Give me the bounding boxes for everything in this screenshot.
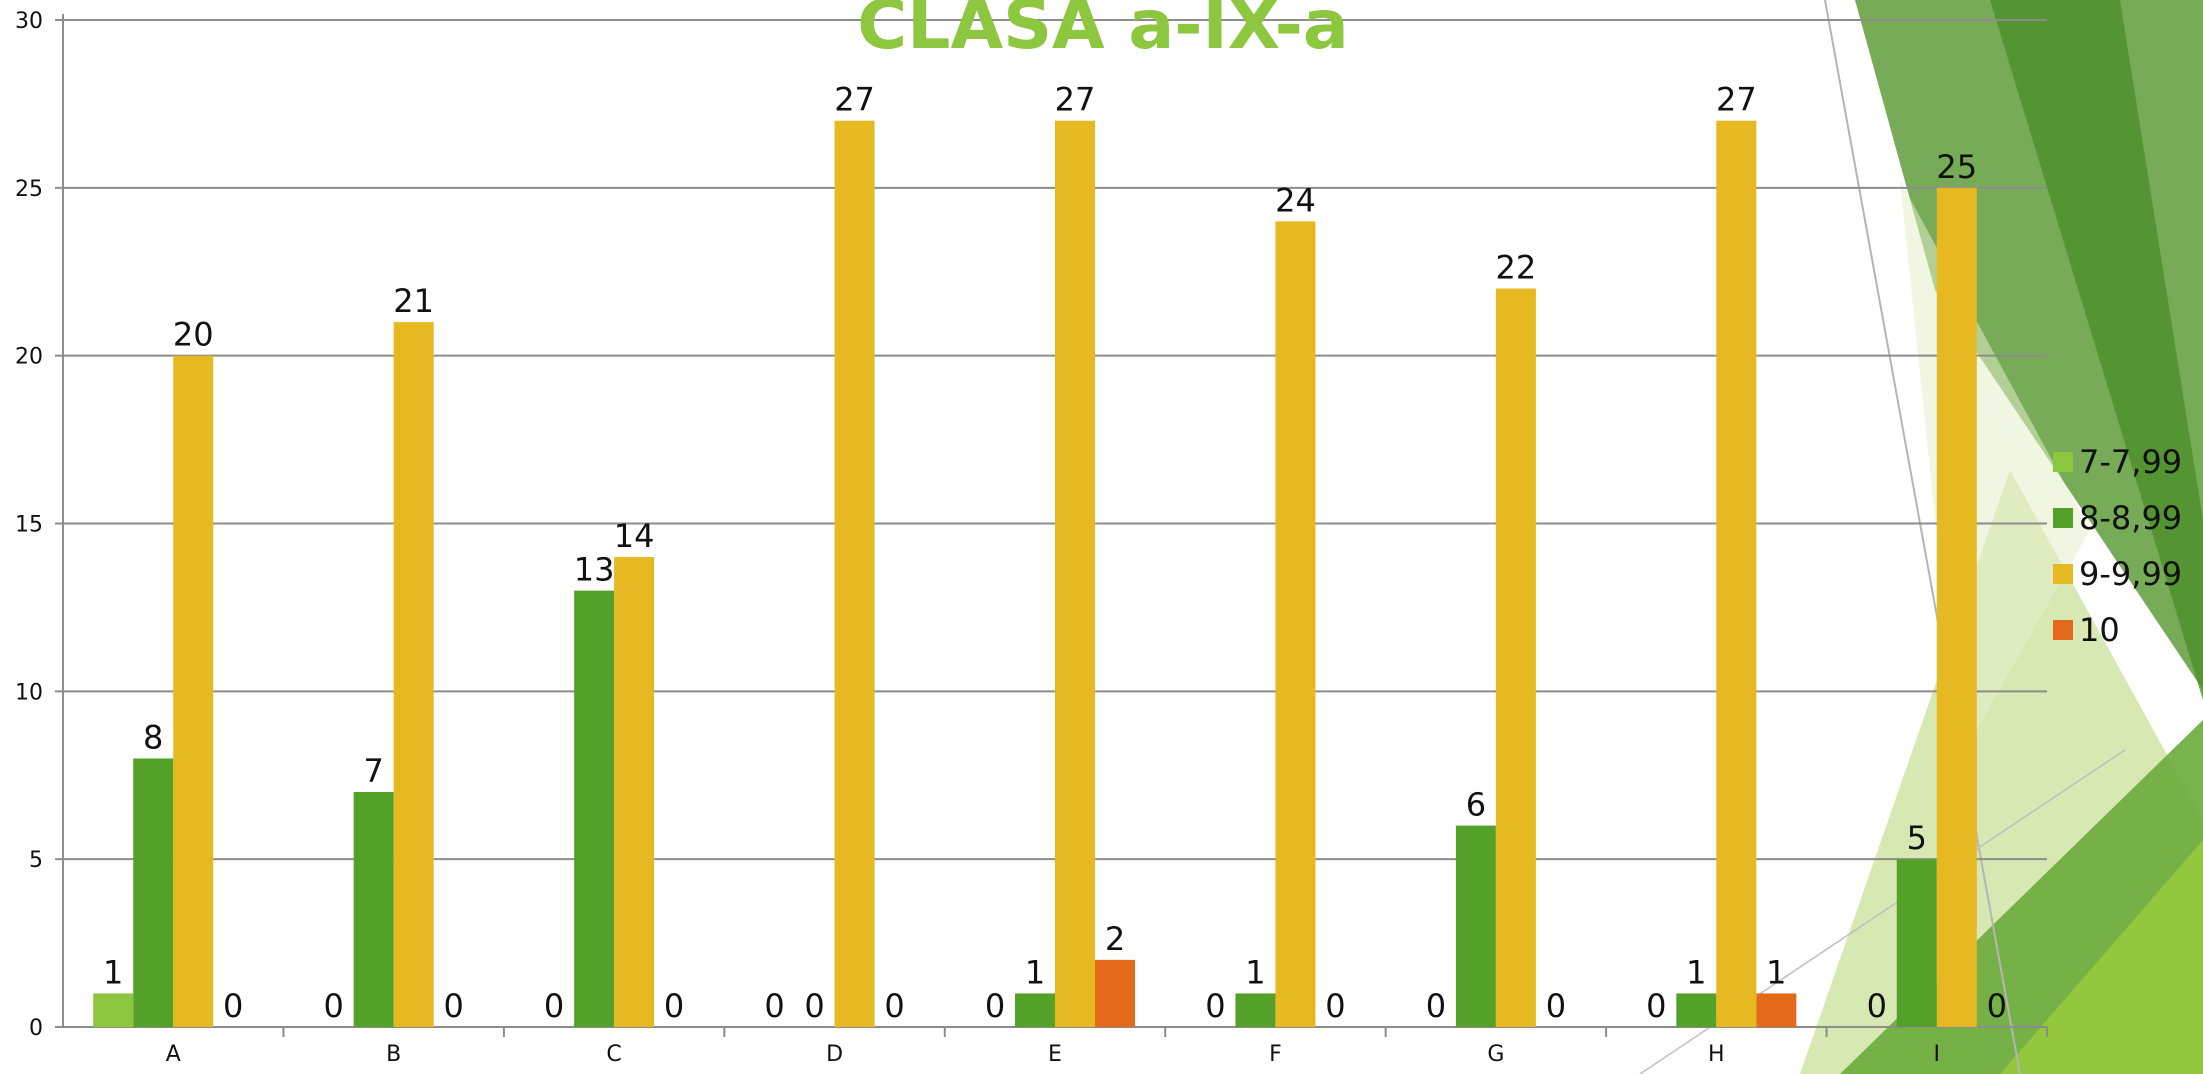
- legend-label: 8-8,99: [2079, 499, 2182, 537]
- legend-swatch: [2053, 452, 2073, 472]
- bar: [574, 590, 615, 1027]
- x-category-label: D: [826, 1042, 843, 1067]
- bar: [1716, 120, 1757, 1027]
- legend-swatch: [2053, 508, 2073, 528]
- bar: [173, 355, 214, 1028]
- data-label: 25: [1936, 148, 1977, 186]
- data-label: 21: [393, 282, 434, 320]
- data-label: 0: [1646, 987, 1666, 1025]
- data-label: 7: [363, 752, 383, 790]
- data-label: 14: [614, 517, 655, 555]
- data-label: 6: [1466, 786, 1486, 824]
- x-category-label: G: [1487, 1042, 1504, 1067]
- data-label: 20: [173, 316, 214, 354]
- background-decoration: [1639, 0, 2203, 1074]
- data-label: 0: [1546, 987, 1566, 1025]
- data-label: 5: [1907, 819, 1927, 857]
- data-label: 0: [664, 987, 684, 1025]
- y-tick-label: 30: [15, 9, 43, 34]
- data-label: 0: [764, 987, 784, 1025]
- data-label: 24: [1275, 181, 1316, 219]
- bar: [1896, 859, 1937, 1027]
- data-label: 0: [1426, 987, 1446, 1025]
- legend-label: 10: [2079, 611, 2120, 649]
- data-label: 0: [1987, 987, 2007, 1025]
- data-label: 27: [834, 81, 875, 119]
- data-label: 13: [574, 551, 615, 589]
- bar: [614, 557, 655, 1027]
- x-category-label: F: [1269, 1042, 1282, 1067]
- data-label: 0: [544, 987, 564, 1025]
- data-label: 0: [1205, 987, 1225, 1025]
- y-tick-label: 0: [29, 1016, 43, 1041]
- bar: [1936, 187, 1977, 1028]
- legend-label: 9-9,99: [2079, 555, 2182, 593]
- data-label: 1: [1245, 953, 1265, 991]
- y-tick-label: 20: [15, 345, 43, 370]
- x-category-label: A: [166, 1042, 181, 1067]
- bar: [393, 322, 434, 1028]
- data-label: 0: [1325, 987, 1345, 1025]
- y-tick-label: 10: [15, 680, 43, 705]
- legend-label: 7-7,99: [2079, 443, 2182, 481]
- data-label: 1: [1766, 953, 1786, 991]
- bar: [1095, 959, 1135, 1027]
- data-label: 1: [1025, 953, 1045, 991]
- chart-title: CLASA a-IX-a: [857, 0, 1349, 65]
- x-category-label: C: [606, 1042, 621, 1067]
- bar: [133, 758, 174, 1027]
- bar: [1676, 993, 1717, 1027]
- data-label: 27: [1716, 81, 1757, 119]
- y-tick-label: 25: [15, 177, 43, 202]
- data-label: 0: [223, 987, 243, 1025]
- data-label: 0: [443, 987, 463, 1025]
- data-label: 0: [1867, 987, 1887, 1025]
- data-label: 0: [804, 987, 824, 1025]
- legend-swatch: [2053, 564, 2073, 584]
- legend: 7-7,99 8-8,99 9-9,99 10: [2053, 443, 2182, 649]
- bar: [1015, 993, 1055, 1027]
- y-axis-tick-labels: 0 5 10 15 20 25 30: [15, 9, 43, 1041]
- legend-swatch: [2053, 620, 2073, 640]
- bar: [834, 120, 875, 1027]
- data-label: 27: [1055, 81, 1096, 119]
- data-label: 0: [323, 987, 343, 1025]
- x-category-label: B: [386, 1042, 401, 1067]
- bar: [1235, 993, 1276, 1027]
- bar: [1756, 993, 1797, 1027]
- data-label: 0: [884, 987, 904, 1025]
- y-tick-label: 15: [15, 513, 43, 538]
- bar: [1495, 288, 1536, 1027]
- data-label: 1: [1686, 953, 1706, 991]
- data-label: 2: [1105, 920, 1125, 958]
- data-label: 8: [143, 718, 163, 756]
- bars: [93, 120, 1977, 1028]
- x-category-label: H: [1708, 1042, 1725, 1067]
- x-axis-category-labels: A B C D E F G H I: [166, 1042, 1940, 1067]
- x-category-label: E: [1048, 1042, 1062, 1067]
- bar: [353, 792, 394, 1027]
- bar: [1455, 825, 1496, 1027]
- bar: [93, 993, 134, 1027]
- data-label: 1: [103, 953, 123, 991]
- data-label: 22: [1496, 249, 1537, 287]
- y-tick-label: 5: [29, 848, 43, 873]
- data-label: 0: [985, 987, 1005, 1025]
- bar: [1275, 221, 1316, 1027]
- bar: [1055, 120, 1095, 1027]
- x-category-label: I: [1934, 1042, 1941, 1067]
